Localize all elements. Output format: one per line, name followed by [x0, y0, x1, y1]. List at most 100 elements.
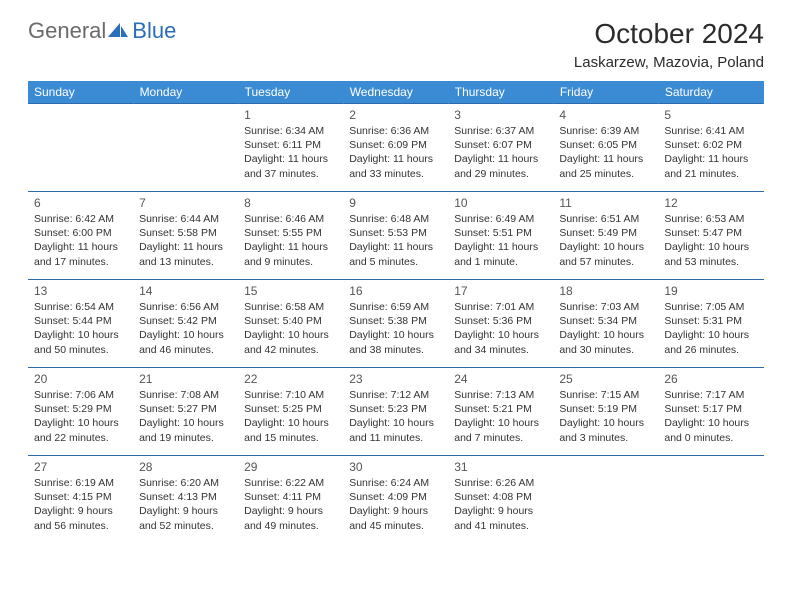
day-details: Sunrise: 6:56 AMSunset: 5:42 PMDaylight:… — [139, 300, 232, 357]
day-number: 29 — [244, 460, 337, 474]
day-number: 7 — [139, 196, 232, 210]
calendar-day-cell: 25 Sunrise: 7:15 AMSunset: 5:19 PMDayligh… — [553, 368, 658, 456]
month-title: October 2024 — [574, 18, 764, 50]
day-number: 12 — [664, 196, 757, 210]
calendar-day-cell: 10 Sunrise: 6:49 AMSunset: 5:51 PMDayligh… — [448, 192, 553, 280]
day-number: 8 — [244, 196, 337, 210]
day-number: 19 — [664, 284, 757, 298]
calendar-week-row: 27Sunrise: 6:19 AMSunset: 4:15 PMDayligh… — [28, 456, 764, 544]
logo-sail-icon — [108, 23, 130, 39]
weekday-header: Sunday — [28, 81, 133, 104]
day-details: Sunrise: 6:49 AMSunset: 5:51 PMDaylight:… — [454, 212, 547, 269]
day-number: 9 — [349, 196, 442, 210]
day-number: 31 — [454, 460, 547, 474]
day-details: Sunrise: 6:20 AMSunset: 4:13 PMDaylight:… — [139, 476, 232, 533]
logo: General Blue — [28, 18, 176, 44]
day-details: Sunrise: 6:34 AMSunset: 6:11 PMDaylight:… — [244, 124, 337, 181]
day-number: 17 — [454, 284, 547, 298]
title-block: October 2024 Laskarzew, Mazovia, Poland — [574, 18, 764, 71]
day-details: Sunrise: 6:42 AMSunset: 6:00 PMDaylight:… — [34, 212, 127, 269]
calendar-day-cell: 22Sunrise: 7:10 AMSunset: 5:25 PMDayligh… — [238, 368, 343, 456]
calendar-day-cell: 1Sunrise: 6:34 AMSunset: 6:11 PMDaylight… — [238, 104, 343, 192]
day-details: Sunrise: 6:48 AMSunset: 5:53 PMDaylight:… — [349, 212, 442, 269]
day-details: Sunrise: 6:41 AMSunset: 6:02 PMDaylight:… — [664, 124, 757, 181]
calendar-week-row: 1Sunrise: 6:34 AMSunset: 6:11 PMDaylight… — [28, 104, 764, 192]
day-number: 28 — [139, 460, 232, 474]
weekday-header-row: Sunday Monday Tuesday Wednesday Thursday… — [28, 81, 764, 104]
calendar-day-cell — [658, 456, 763, 544]
calendar-day-cell: 19Sunrise: 7:05 AMSunset: 5:31 PMDayligh… — [658, 280, 763, 368]
calendar-day-cell — [553, 456, 658, 544]
day-details: Sunrise: 6:51 AMSunset: 5:49 PMDaylight:… — [559, 212, 652, 269]
day-details: Sunrise: 6:46 AMSunset: 5:55 PMDaylight:… — [244, 212, 337, 269]
day-number: 14 — [139, 284, 232, 298]
calendar-table: Sunday Monday Tuesday Wednesday Thursday… — [28, 81, 764, 544]
calendar-week-row: 13 Sunrise: 6:54 AMSunset: 5:44 PMDayligh… — [28, 280, 764, 368]
day-number: 4 — [559, 108, 652, 122]
day-number: 21 — [139, 372, 232, 386]
day-number: 10 — [454, 196, 547, 210]
day-details: Sunrise: 6:22 AMSunset: 4:11 PMDaylight:… — [244, 476, 337, 533]
calendar-day-cell: 6 Sunrise: 6:42 AMSunset: 6:00 PMDaylight… — [28, 192, 133, 280]
day-details: Sunrise: 7:17 AMSunset: 5:17 PMDaylight:… — [664, 388, 757, 445]
day-number: 20 — [34, 372, 127, 386]
day-details: Sunrise: 7:03 AMSunset: 5:34 PMDaylight:… — [559, 300, 652, 357]
day-details: Sunrise: 6:54 AMSunset: 5:44 PMDaylight:… — [34, 300, 127, 357]
calendar-day-cell: 3 Sunrise: 6:37 AMSunset: 6:07 PMDaylight… — [448, 104, 553, 192]
day-details: Sunrise: 7:06 AMSunset: 5:29 PMDaylight:… — [34, 388, 127, 445]
day-details: Sunrise: 7:08 AMSunset: 5:27 PMDaylight:… — [139, 388, 232, 445]
calendar-day-cell: 28 Sunrise: 6:20 AMSunset: 4:13 PMDayligh… — [133, 456, 238, 544]
day-details: Sunrise: 6:37 AMSunset: 6:07 PMDaylight:… — [454, 124, 547, 181]
logo-text-blue: Blue — [132, 18, 176, 44]
day-number: 5 — [664, 108, 757, 122]
calendar-day-cell: 27Sunrise: 6:19 AMSunset: 4:15 PMDayligh… — [28, 456, 133, 544]
calendar-day-cell: 13 Sunrise: 6:54 AMSunset: 5:44 PMDayligh… — [28, 280, 133, 368]
day-details: Sunrise: 6:39 AMSunset: 6:05 PMDaylight:… — [559, 124, 652, 181]
calendar-day-cell — [28, 104, 133, 192]
day-number: 11 — [559, 196, 652, 210]
calendar-week-row: 6 Sunrise: 6:42 AMSunset: 6:00 PMDaylight… — [28, 192, 764, 280]
header: General Blue October 2024 Laskarzew, Maz… — [28, 18, 764, 71]
weekday-header: Wednesday — [343, 81, 448, 104]
day-details: Sunrise: 6:19 AMSunset: 4:15 PMDaylight:… — [34, 476, 127, 533]
day-details: Sunrise: 6:58 AMSunset: 5:40 PMDaylight:… — [244, 300, 337, 357]
weekday-header: Monday — [133, 81, 238, 104]
calendar-day-cell: 11 Sunrise: 6:51 AMSunset: 5:49 PMDayligh… — [553, 192, 658, 280]
calendar-day-cell: 30Sunrise: 6:24 AMSunset: 4:09 PMDayligh… — [343, 456, 448, 544]
day-details: Sunrise: 6:59 AMSunset: 5:38 PMDaylight:… — [349, 300, 442, 357]
calendar-day-cell: 9 Sunrise: 6:48 AMSunset: 5:53 PMDaylight… — [343, 192, 448, 280]
calendar-day-cell: 7 Sunrise: 6:44 AMSunset: 5:58 PMDaylight… — [133, 192, 238, 280]
weekday-header: Tuesday — [238, 81, 343, 104]
day-details: Sunrise: 7:01 AMSunset: 5:36 PMDaylight:… — [454, 300, 547, 357]
day-number: 18 — [559, 284, 652, 298]
calendar-day-cell: 17 Sunrise: 7:01 AMSunset: 5:36 PMDayligh… — [448, 280, 553, 368]
calendar-day-cell: 23Sunrise: 7:12 AMSunset: 5:23 PMDayligh… — [343, 368, 448, 456]
day-number: 13 — [34, 284, 127, 298]
day-number: 25 — [559, 372, 652, 386]
calendar-day-cell: 24Sunrise: 7:13 AMSunset: 5:21 PMDayligh… — [448, 368, 553, 456]
calendar-day-cell — [133, 104, 238, 192]
day-details: Sunrise: 6:44 AMSunset: 5:58 PMDaylight:… — [139, 212, 232, 269]
day-details: Sunrise: 6:24 AMSunset: 4:09 PMDaylight:… — [349, 476, 442, 533]
calendar-day-cell: 15Sunrise: 6:58 AMSunset: 5:40 PMDayligh… — [238, 280, 343, 368]
calendar-day-cell: 14 Sunrise: 6:56 AMSunset: 5:42 PMDayligh… — [133, 280, 238, 368]
day-details: Sunrise: 7:10 AMSunset: 5:25 PMDaylight:… — [244, 388, 337, 445]
day-number: 26 — [664, 372, 757, 386]
calendar-day-cell: 2Sunrise: 6:36 AMSunset: 6:09 PMDaylight… — [343, 104, 448, 192]
day-details: Sunrise: 6:36 AMSunset: 6:09 PMDaylight:… — [349, 124, 442, 181]
day-number: 24 — [454, 372, 547, 386]
day-number: 16 — [349, 284, 442, 298]
day-details: Sunrise: 7:12 AMSunset: 5:23 PMDaylight:… — [349, 388, 442, 445]
calendar-day-cell: 29 Sunrise: 6:22 AMSunset: 4:11 PMDayligh… — [238, 456, 343, 544]
calendar-day-cell: 20 Sunrise: 7:06 AMSunset: 5:29 PMDayligh… — [28, 368, 133, 456]
calendar-week-row: 20 Sunrise: 7:06 AMSunset: 5:29 PMDayligh… — [28, 368, 764, 456]
calendar-day-cell: 26 Sunrise: 7:17 AMSunset: 5:17 PMDayligh… — [658, 368, 763, 456]
location: Laskarzew, Mazovia, Poland — [574, 54, 764, 71]
calendar-day-cell: 31Sunrise: 6:26 AMSunset: 4:08 PMDayligh… — [448, 456, 553, 544]
day-number: 3 — [454, 108, 547, 122]
calendar-day-cell: 8 Sunrise: 6:46 AMSunset: 5:55 PMDaylight… — [238, 192, 343, 280]
day-number: 6 — [34, 196, 127, 210]
calendar-day-cell: 5 Sunrise: 6:41 AMSunset: 6:02 PMDaylight… — [658, 104, 763, 192]
day-details: Sunrise: 7:15 AMSunset: 5:19 PMDaylight:… — [559, 388, 652, 445]
calendar-day-cell: 18 Sunrise: 7:03 AMSunset: 5:34 PMDayligh… — [553, 280, 658, 368]
